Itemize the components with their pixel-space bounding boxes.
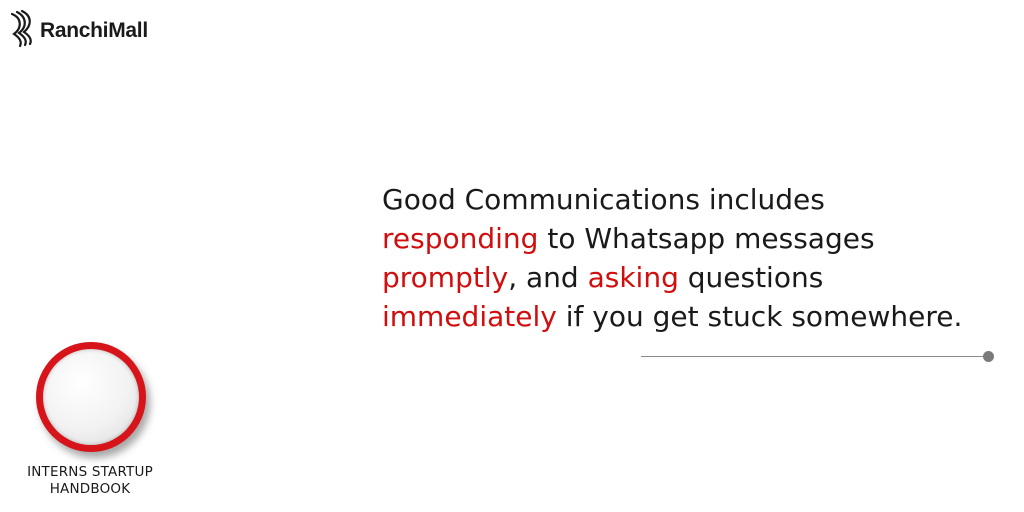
message-segment: to Whatsapp messages xyxy=(538,222,875,255)
message-segment: Good Communications includes xyxy=(382,183,825,216)
highlight-word: promptly xyxy=(382,261,509,294)
message-line-2: responding to Whatsapp messages xyxy=(382,219,962,258)
message-line-4: immediately if you get stuck somewhere. xyxy=(382,297,962,336)
divider-line xyxy=(641,356,986,357)
message-line-1: Good Communications includes xyxy=(382,180,962,219)
message-line-3: promptly, and asking questions xyxy=(382,258,962,297)
message-segment: if you get stuck somewhere. xyxy=(556,300,963,333)
ranchimall-swoosh-icon xyxy=(8,10,38,48)
message-text: Good Communications includes responding … xyxy=(382,180,962,336)
message-segment: questions xyxy=(678,261,824,294)
handbook-badge xyxy=(36,342,146,452)
brand-name: RanchiMall xyxy=(40,19,148,42)
divider-dot xyxy=(983,351,994,362)
message-segment: , and xyxy=(508,261,588,294)
handbook-label-line-2: HANDBOOK xyxy=(49,481,131,497)
highlight-word: asking xyxy=(587,261,679,294)
handbook-label: INTERNS STARTUP HANDBOOK xyxy=(10,464,170,498)
handbook-label-line-1: INTERNS STARTUP xyxy=(27,464,153,480)
brand-logo: RanchiMall xyxy=(8,10,148,48)
badge-inner-circle xyxy=(43,349,139,445)
highlight-word: immediately xyxy=(382,300,557,333)
highlight-word: responding xyxy=(382,222,539,255)
